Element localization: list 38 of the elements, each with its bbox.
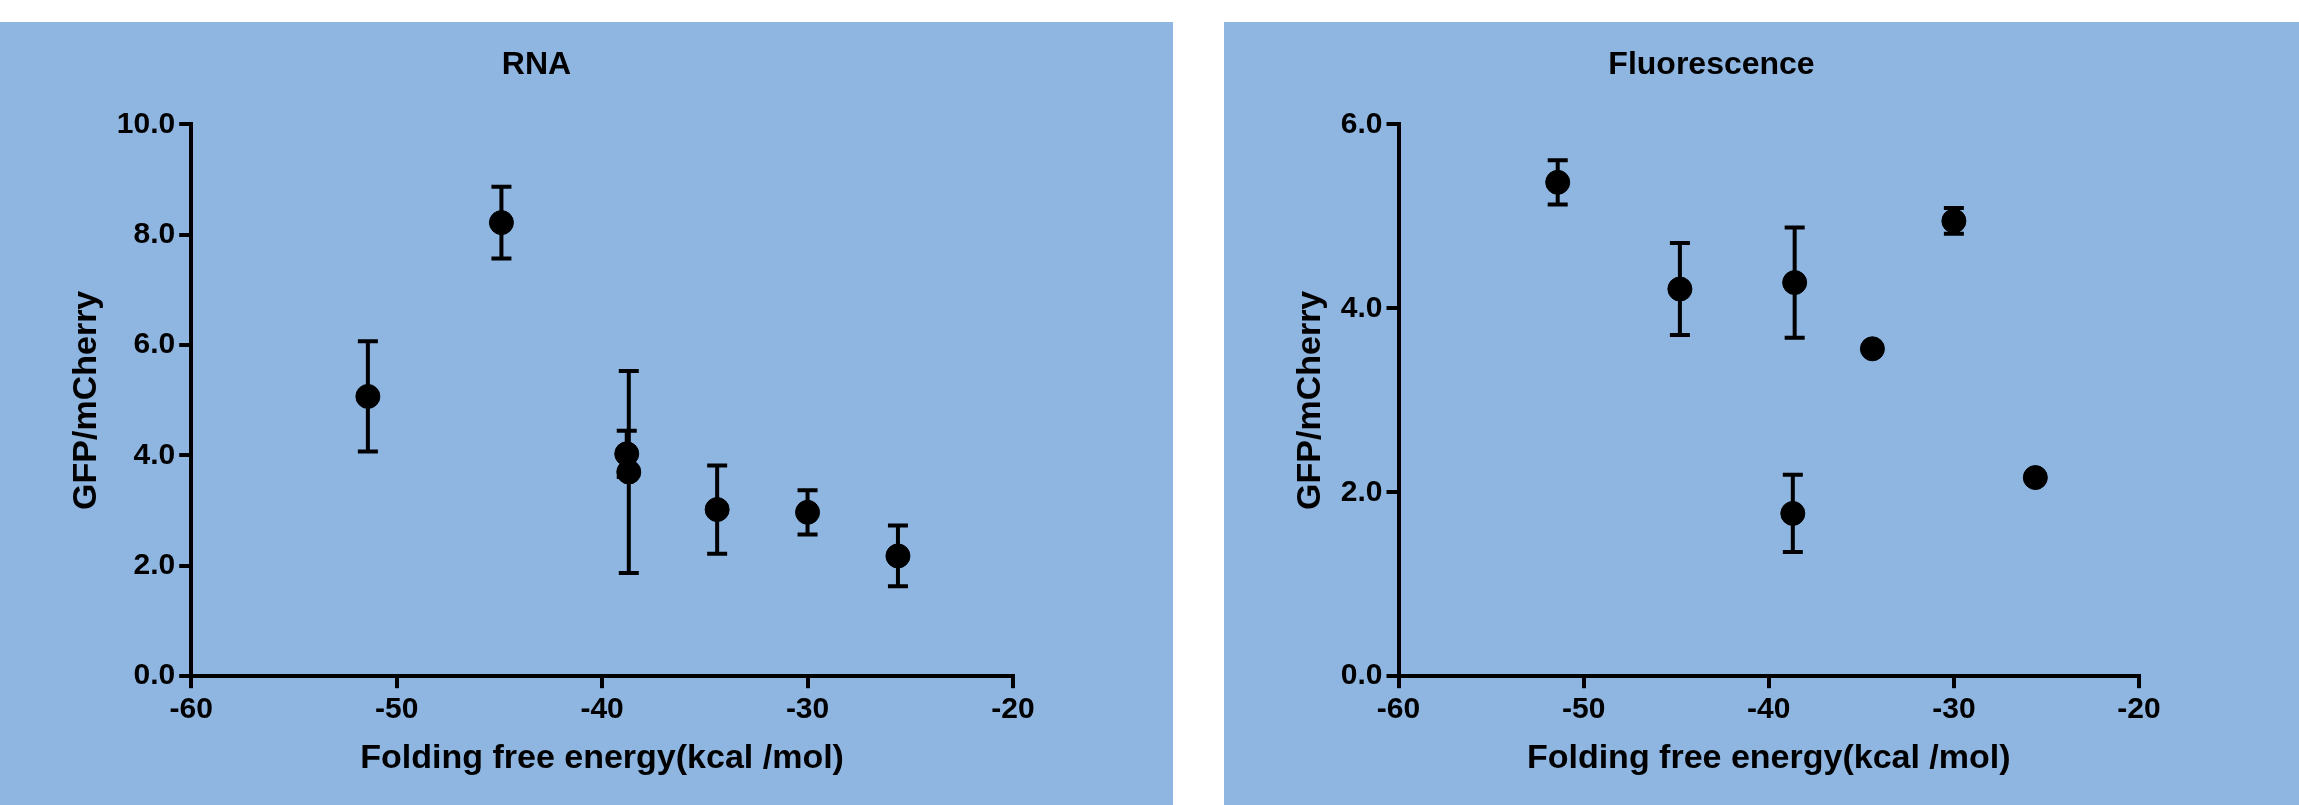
x-axis-title: Folding free energy(kcal /mol)	[1526, 736, 2011, 775]
point	[704, 497, 730, 523]
point	[2022, 465, 2048, 491]
point	[1667, 276, 1693, 302]
x-tick-label: -50	[1561, 691, 1606, 725]
point	[1859, 336, 1885, 362]
x-tick-label: -40	[580, 691, 624, 725]
point	[885, 543, 911, 569]
x-tick-label: -60	[1376, 691, 1421, 725]
y-tick-label: 4.0	[133, 436, 176, 470]
point	[1780, 500, 1806, 526]
y-axis-title: GFP/mCherry	[64, 290, 103, 510]
y-tick-label: 2.0	[133, 547, 176, 581]
y-tick-label: 8.0	[133, 216, 176, 250]
point	[355, 383, 381, 409]
x-tick-label: -50	[374, 691, 419, 725]
point	[616, 459, 642, 485]
chart-title: Fluorescence	[1608, 45, 1815, 82]
x-tick-label: -30	[785, 691, 830, 725]
y-tick-label: 2.0	[1340, 473, 1383, 507]
y-tick-label: 0.0	[133, 657, 176, 691]
x-tick-label: -60	[169, 691, 213, 725]
x-tick-label: -40	[1747, 691, 1791, 725]
y-axis-title: GFP/mCherry	[1288, 290, 1327, 510]
point	[1782, 270, 1808, 296]
y-tick-label: 4.0	[1340, 289, 1383, 323]
point	[795, 499, 821, 525]
y-tick-label: 6.0	[1340, 105, 1383, 139]
x-axis-title: Folding free energy(kcal /mol)	[360, 736, 844, 775]
y-tick-label: 10.0	[116, 105, 176, 139]
y-tick-label: 0.0	[1340, 657, 1383, 691]
x-tick-label: -20	[991, 691, 1035, 725]
x-tick-label: -20	[2117, 691, 2161, 725]
y-tick-label: 6.0	[133, 326, 176, 360]
point	[488, 210, 514, 236]
chart-title: RNA	[501, 45, 572, 82]
x-tick-label: -30	[1932, 691, 1976, 725]
point	[1545, 169, 1571, 195]
